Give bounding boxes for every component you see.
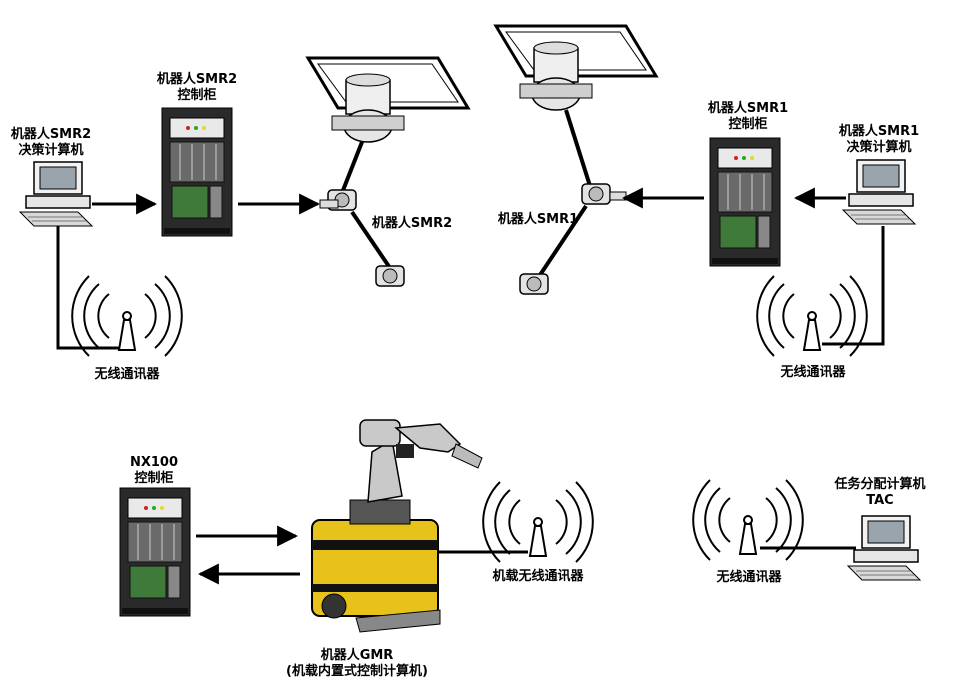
smr1-control-cabinet bbox=[709, 137, 781, 267]
link-smr2-pc-wireless bbox=[56, 226, 122, 350]
gmr-robot-label: 机器人GMR (机载内置式控制计算机) bbox=[286, 648, 428, 679]
nx100-cabinet-label: NX100 控制柜 bbox=[129, 455, 179, 486]
nx100-control-cabinet bbox=[119, 487, 191, 617]
link-smr1-pc-wireless bbox=[822, 226, 885, 346]
gmr-mobile-robot bbox=[311, 419, 483, 633]
smr2-robot-arm bbox=[306, 56, 470, 287]
smr2-control-cabinet bbox=[161, 107, 233, 237]
wireless-left-label: 无线通讯器 bbox=[94, 367, 160, 382]
tac-pc-label: 任务分配计算机 TAC bbox=[834, 477, 926, 508]
smr2-cabinet-label: 机器人SMR2 控制柜 bbox=[156, 72, 238, 103]
smr2-robot-label: 机器人SMR2 bbox=[371, 216, 453, 231]
gmr-onboard-wireless-antenna bbox=[482, 481, 594, 563]
tac-computer bbox=[847, 515, 921, 581]
smr2-decision-pc bbox=[19, 161, 93, 227]
gmr-wireless-label: 机载无线通讯器 bbox=[492, 569, 584, 584]
wireless-right-label: 无线通讯器 bbox=[780, 365, 846, 380]
smr1-cabinet-label: 机器人SMR1 控制柜 bbox=[707, 101, 789, 132]
smr1-robot-arm bbox=[494, 24, 658, 295]
smr2-pc-label: 机器人SMR2 决策计算机 bbox=[10, 127, 92, 158]
smr2-wireless-antenna bbox=[71, 275, 183, 357]
tac-wireless-label: 无线通讯器 bbox=[716, 570, 782, 585]
smr1-pc-label: 机器人SMR1 决策计算机 bbox=[838, 124, 920, 155]
smr1-robot-label: 机器人SMR1 bbox=[497, 212, 579, 227]
smr1-decision-pc bbox=[842, 159, 916, 225]
